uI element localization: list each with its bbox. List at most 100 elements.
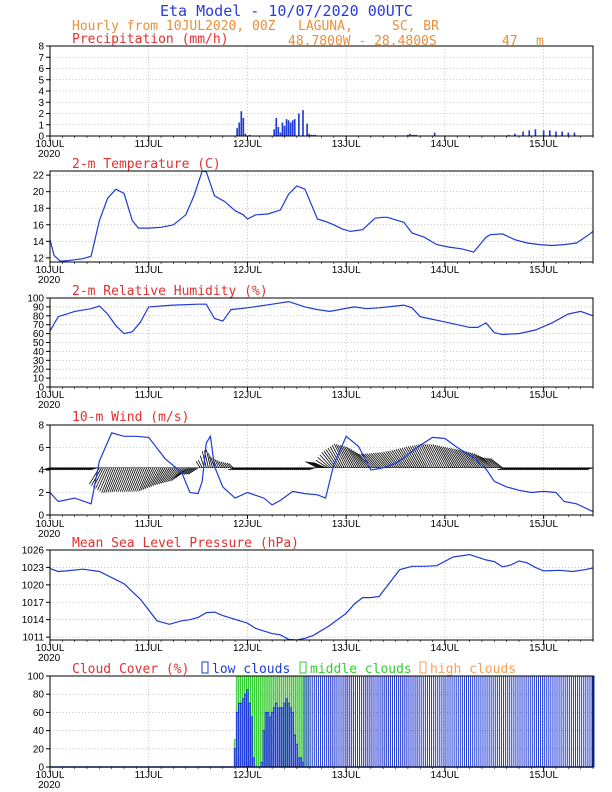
- wind-barb: [171, 467, 182, 482]
- wind-barb: [177, 467, 189, 477]
- wind-barb: [315, 459, 328, 469]
- y-tick-label: 7: [38, 53, 44, 64]
- wind-barb: [123, 467, 135, 492]
- y-tick-label: 30: [33, 356, 45, 367]
- wind-barb: [77, 467, 86, 471]
- wind-barb: [95, 467, 106, 489]
- precip-bar: [287, 120, 290, 136]
- wind-barb: [405, 446, 419, 468]
- y-tick-label: 8: [38, 421, 44, 432]
- wind-barb: [546, 467, 555, 471]
- y-tick-label: 1026: [22, 546, 45, 557]
- wind-barb: [339, 445, 353, 468]
- low-cloud-bar: [307, 675, 311, 768]
- wind-barb: [461, 450, 475, 468]
- wind-barb: [130, 467, 141, 492]
- wind-barb: [181, 467, 193, 475]
- low-cloud-bar: [279, 707, 282, 768]
- wind-barb: [434, 444, 448, 468]
- x-tick-label: 14JUL: [430, 265, 459, 276]
- wind-barb: [240, 467, 248, 471]
- wind-barb: [228, 467, 236, 471]
- wind-barb: [366, 453, 380, 469]
- wind-barb: [262, 467, 271, 471]
- middle-cloud-bar: [256, 675, 260, 768]
- low-cloud-bar: [414, 675, 418, 768]
- wind-barb: [297, 467, 306, 471]
- wind-speed-line: [49, 432, 594, 513]
- wind-barb: [501, 467, 509, 471]
- low-cloud-bar: [340, 675, 344, 768]
- wind-barb: [555, 467, 563, 471]
- wind-barb: [281, 467, 289, 471]
- y-tick-label: 2: [38, 488, 44, 499]
- low-cloud-bar: [500, 675, 505, 768]
- panel-title: Precipitation (mm/h): [72, 32, 229, 47]
- legend-label: low clouds: [212, 662, 290, 677]
- precip-bar: [561, 131, 563, 136]
- low-cloud-bar: [373, 675, 377, 768]
- y-tick-label: 90: [33, 302, 45, 313]
- wind-barb: [256, 467, 265, 471]
- low-cloud-bar: [291, 711, 294, 768]
- x-year-label: 2020: [38, 275, 61, 286]
- wind-barb: [313, 462, 326, 469]
- low-cloud-bar: [554, 675, 558, 768]
- y-tick-label: 1020: [22, 580, 45, 591]
- wind-barb: [206, 449, 211, 468]
- wind-barb: [228, 463, 234, 469]
- wind-barb: [536, 467, 544, 471]
- wind-barb: [569, 467, 577, 471]
- wind-barb: [144, 467, 156, 490]
- y-tick-label: 20: [33, 187, 45, 198]
- panel-title: 10-m Wind (m/s): [72, 410, 189, 425]
- wind-barb: [446, 447, 460, 468]
- low-cloud-bar: [398, 675, 402, 768]
- wind-barb: [148, 467, 160, 488]
- wind-barb: [99, 467, 111, 492]
- wind-barb: [71, 467, 79, 471]
- wind-barb: [47, 467, 55, 471]
- wind-barb: [370, 453, 384, 469]
- y-tick-label: 50: [33, 338, 45, 349]
- wind-barb: [524, 467, 532, 471]
- wind-barb: [234, 467, 242, 471]
- wind-barb: [387, 450, 400, 468]
- precip-bar: [555, 131, 557, 136]
- wind-barb: [304, 467, 312, 471]
- low-cloud-bar: [447, 675, 451, 768]
- precip-bar: [433, 132, 436, 136]
- low-cloud-bar: [435, 675, 439, 768]
- x-year-label: 2020: [38, 400, 61, 411]
- wind-barb: [364, 453, 378, 469]
- wind-barb: [136, 467, 148, 492]
- precip-bar: [293, 119, 296, 136]
- wind-barb: [107, 467, 119, 493]
- precip-bar: [548, 130, 551, 136]
- wind-barb: [325, 449, 339, 468]
- low-cloud-bar: [303, 675, 307, 768]
- wind-barb: [319, 454, 333, 469]
- wind-barb: [436, 445, 450, 468]
- wind-barb: [397, 448, 411, 468]
- low-cloud-bar: [583, 675, 587, 768]
- low-cloud-bar: [562, 675, 566, 768]
- y-tick-label: 0: [38, 763, 44, 774]
- x-tick-label: 15JUL: [529, 519, 558, 530]
- low-cloud-bar: [250, 716, 253, 768]
- precip-bar: [244, 133, 247, 136]
- x-tick-label: 10JUL: [36, 643, 65, 654]
- precip-bar: [308, 133, 310, 136]
- wind-barb: [335, 444, 349, 468]
- middle-cloud-bar: [297, 675, 301, 768]
- wind-barb: [422, 443, 435, 468]
- wind-barb: [488, 458, 501, 469]
- y-tick-label: 2: [38, 109, 44, 120]
- x-tick-label: 13JUL: [332, 770, 361, 781]
- wind-barb: [183, 467, 195, 475]
- low-cloud-bar: [262, 730, 266, 768]
- wind-barb: [585, 467, 594, 471]
- low-cloud-bar: [533, 675, 537, 768]
- low-cloud-bar: [509, 675, 513, 768]
- low-cloud-bar: [319, 675, 324, 768]
